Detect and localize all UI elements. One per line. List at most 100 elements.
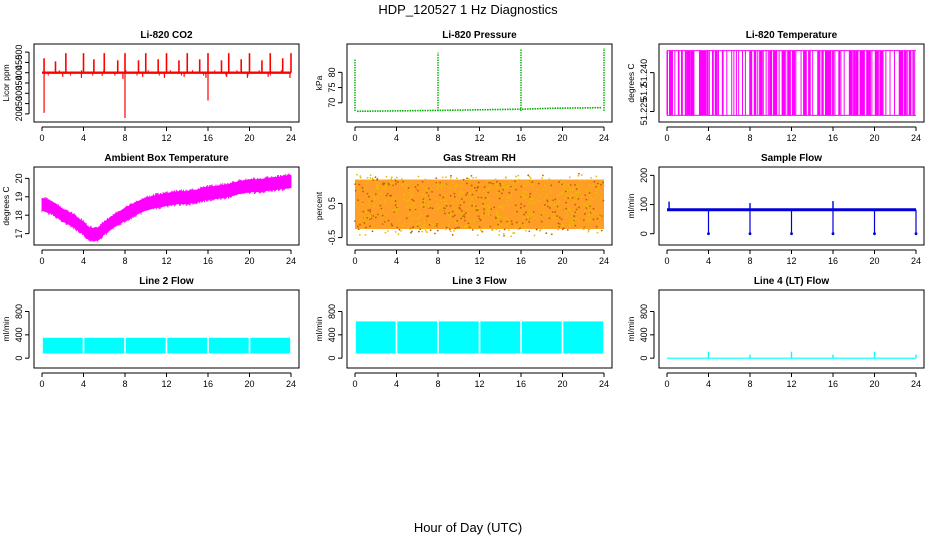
rh-point — [482, 220, 485, 223]
rh-point — [533, 234, 536, 237]
rh-point — [588, 194, 591, 196]
rh-point — [358, 233, 361, 236]
rh-point — [568, 186, 571, 189]
x-tick-label: 16 — [828, 133, 838, 143]
rh-point — [363, 222, 366, 224]
x-tick-label: 24 — [911, 256, 921, 266]
rh-point — [382, 216, 384, 219]
rh-point — [500, 192, 503, 195]
rh-point — [442, 210, 445, 213]
rh-point — [566, 203, 569, 206]
rh-point — [436, 223, 439, 225]
rh-point — [548, 207, 551, 209]
rh-point — [571, 188, 574, 191]
rh-point — [372, 195, 375, 198]
temp-block — [759, 50, 763, 116]
rh-point — [408, 222, 411, 225]
rh-point — [595, 175, 598, 178]
rh-point — [374, 176, 377, 179]
rh-point — [501, 205, 504, 208]
rh-point — [543, 184, 546, 187]
rh-point — [463, 201, 465, 204]
rh-point — [460, 190, 463, 193]
rh-point — [415, 227, 418, 230]
rh-point — [384, 201, 387, 204]
rh-point — [478, 190, 481, 193]
rh-point — [498, 234, 501, 236]
rh-point — [448, 220, 451, 223]
rh-point — [521, 208, 524, 210]
rh-point — [468, 226, 471, 229]
rh-point — [386, 192, 389, 195]
rh-point — [407, 226, 410, 229]
flow-dip-point — [790, 232, 793, 236]
rh-point — [524, 181, 527, 184]
rh-point — [570, 195, 573, 197]
flow-dip-point — [873, 232, 876, 236]
rh-point — [404, 182, 407, 185]
rh-point — [494, 227, 497, 230]
rh-point — [546, 199, 549, 202]
rh-point — [362, 210, 365, 213]
rh-point — [384, 231, 387, 234]
rh-point — [534, 191, 537, 194]
panel-frame — [346, 289, 613, 369]
y-tick-label: 19 — [14, 192, 24, 202]
rh-point — [424, 187, 427, 190]
rh-point — [441, 224, 444, 227]
x-tick-label: 0 — [39, 256, 44, 266]
flow-band — [125, 337, 166, 354]
rh-point — [417, 175, 420, 178]
temp-block — [875, 50, 879, 116]
temp-block — [678, 50, 680, 116]
rh-point — [491, 229, 494, 231]
rh-point — [497, 225, 499, 227]
rh-point — [458, 226, 461, 229]
rh-point — [597, 227, 600, 229]
x-tick-label: 16 — [203, 256, 213, 266]
rh-point — [551, 211, 554, 214]
y-tick-label: 300 — [14, 86, 24, 101]
rh-fill — [355, 179, 604, 230]
flow-dip-point — [831, 232, 835, 236]
rh-point — [411, 205, 414, 207]
rh-point — [568, 176, 571, 179]
temp-block — [861, 50, 865, 116]
rh-point — [592, 210, 595, 213]
rh-point — [436, 203, 439, 206]
x-tick-label: 16 — [828, 256, 838, 266]
y-tick-label: 250 — [14, 96, 24, 111]
rh-point — [544, 196, 546, 199]
rh-point — [414, 200, 417, 202]
panel-title: Li-820 Temperature — [746, 30, 838, 41]
rh-point — [376, 187, 379, 190]
rh-point — [397, 207, 399, 210]
rh-point — [500, 180, 503, 183]
rh-point — [524, 229, 527, 232]
rh-point — [463, 219, 466, 222]
rh-point — [516, 221, 518, 224]
rh-point — [372, 212, 375, 214]
rh-point — [414, 186, 417, 188]
rh-point — [449, 213, 452, 216]
rh-point — [487, 188, 490, 190]
rh-point — [443, 202, 446, 205]
rh-point — [556, 194, 559, 197]
rh-point — [514, 180, 517, 183]
figure-xlabel: Hour of Day (UTC) — [414, 520, 522, 535]
rh-point — [468, 191, 471, 194]
rh-point — [372, 179, 375, 181]
flow-band — [480, 321, 521, 354]
rh-point — [531, 214, 534, 216]
panel-frame — [33, 43, 300, 123]
rh-point — [572, 186, 575, 189]
rh-point — [512, 232, 515, 235]
rh-point — [422, 206, 425, 208]
rh-point — [434, 226, 436, 229]
rh-point — [595, 191, 598, 194]
rh-point — [417, 189, 420, 192]
rh-point — [557, 228, 560, 231]
y-tick-label: 800 — [327, 304, 337, 319]
rh-point — [476, 209, 479, 212]
rh-point — [398, 228, 401, 231]
